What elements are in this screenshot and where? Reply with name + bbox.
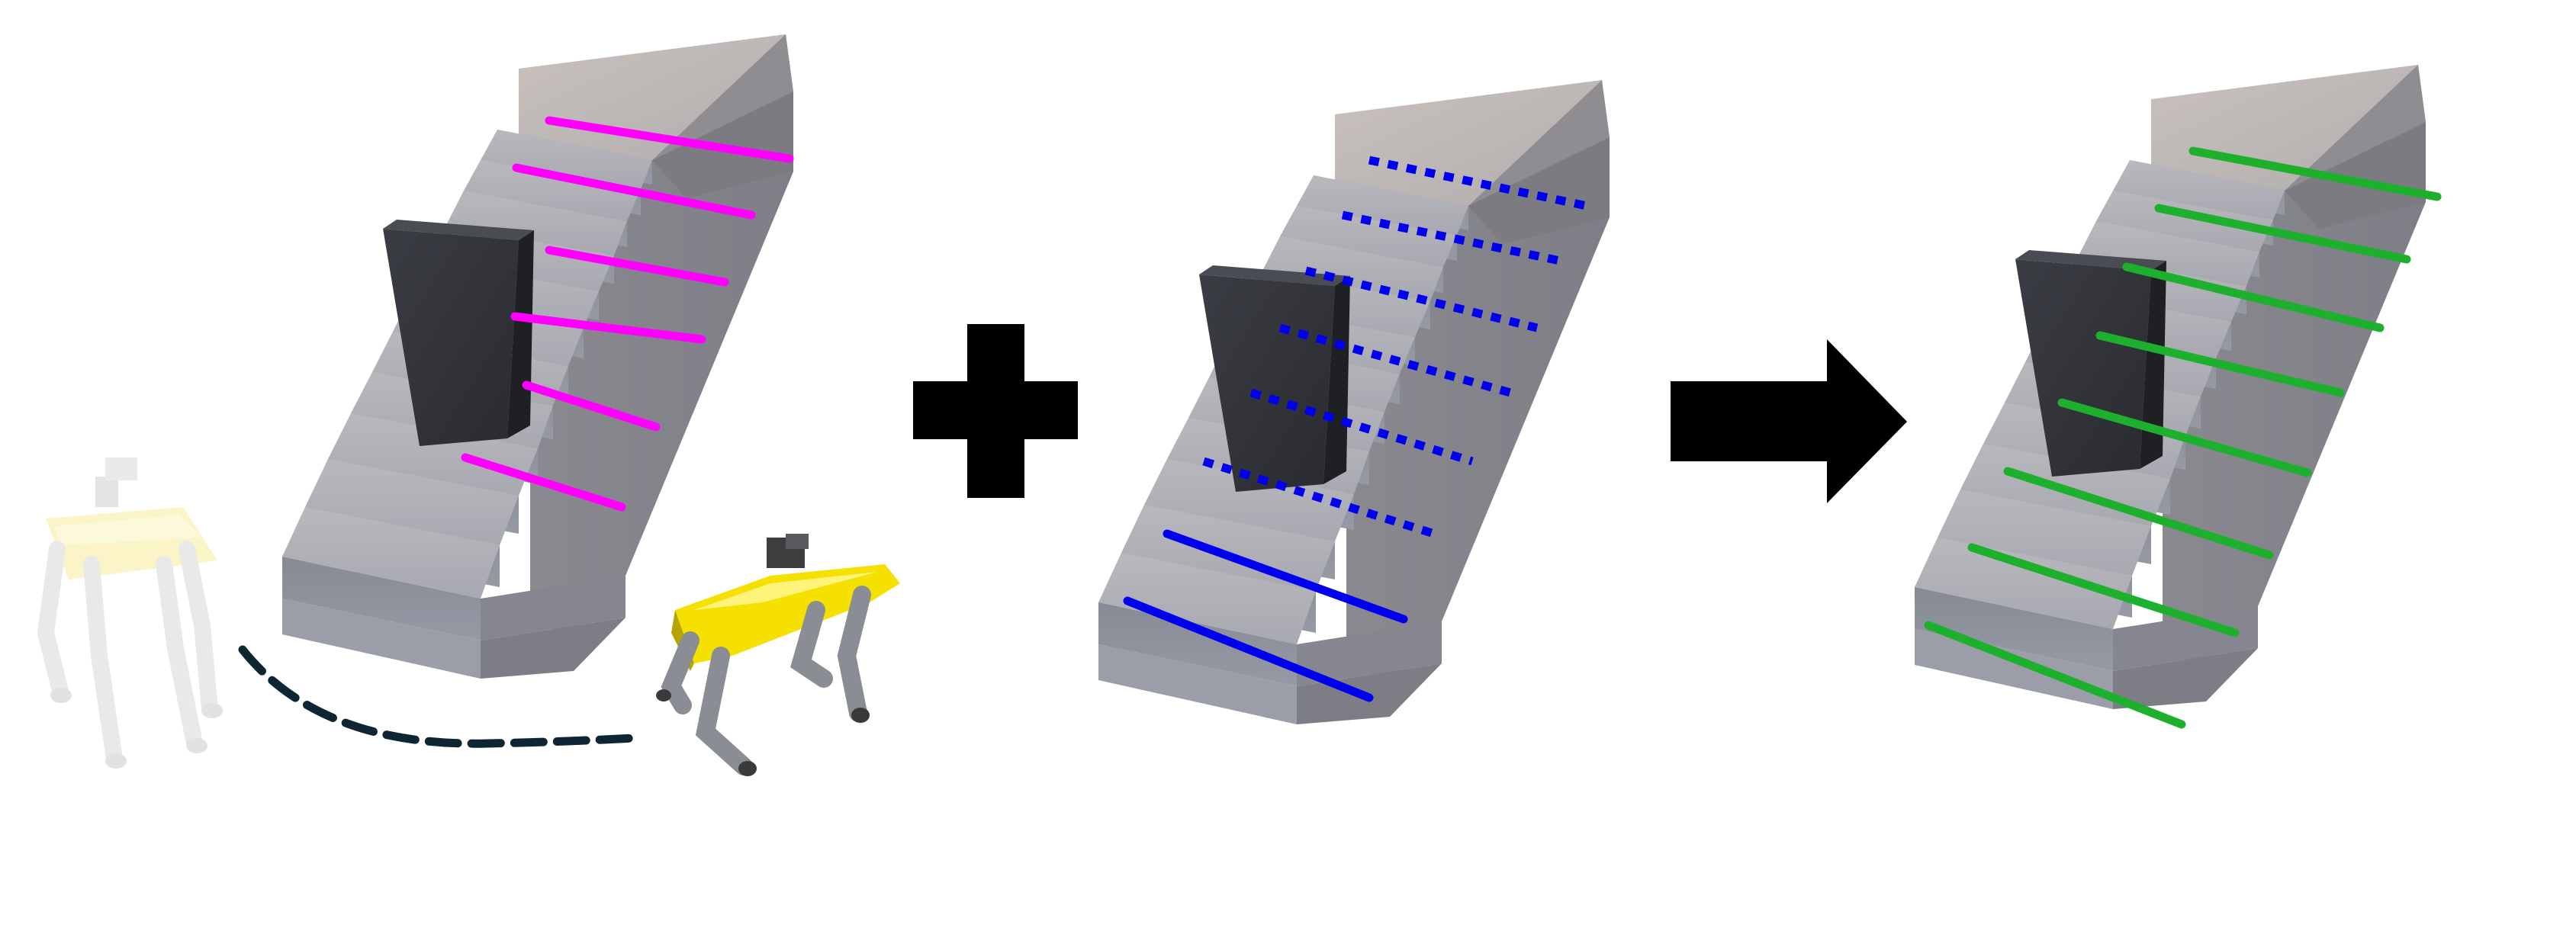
edge-line bbox=[545, 246, 729, 287]
edge-line bbox=[1249, 388, 1474, 466]
edge-line bbox=[2188, 146, 2442, 201]
edge-line bbox=[522, 380, 661, 432]
panel-fused-stairs bbox=[1915, 65, 2442, 729]
edge-line bbox=[2122, 262, 2385, 332]
edge-lines-blue-dotted bbox=[1202, 156, 1588, 538]
edge-line bbox=[2057, 398, 2312, 477]
edge-line bbox=[1163, 529, 1408, 624]
edge-lines-blue-solid bbox=[1123, 529, 1408, 702]
edge-line bbox=[1123, 596, 1374, 702]
robot-dog bbox=[656, 534, 900, 776]
robot-ghost bbox=[37, 457, 223, 769]
panel-observed-stairs bbox=[282, 34, 794, 679]
edge-line bbox=[1304, 266, 1539, 332]
edge-line bbox=[510, 312, 706, 344]
edge-line bbox=[1924, 621, 2186, 729]
plus-symbol bbox=[913, 324, 1078, 498]
edge-line bbox=[545, 116, 794, 163]
edge-line bbox=[512, 163, 756, 220]
edge-lines-green bbox=[1924, 146, 2442, 729]
edge-line bbox=[2095, 331, 2345, 397]
edge-line bbox=[1967, 543, 2240, 637]
edge-line bbox=[461, 453, 626, 512]
edge-lines-magenta bbox=[461, 116, 794, 512]
edge-line bbox=[1278, 323, 1512, 397]
edge-line bbox=[1202, 457, 1436, 538]
panel-prior-stairs bbox=[1098, 80, 1610, 724]
robot-path-dashed bbox=[238, 645, 638, 748]
arrow-right-symbol bbox=[1671, 339, 1907, 503]
edge-line bbox=[2003, 467, 2274, 560]
edge-line bbox=[2154, 204, 2411, 264]
